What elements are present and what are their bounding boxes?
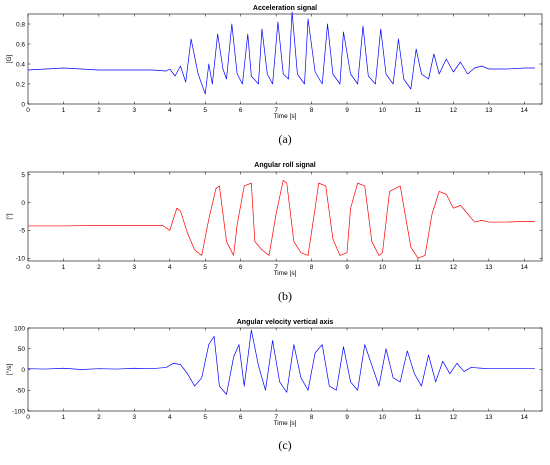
x-tick-label: 4 (168, 264, 172, 271)
x-tick-label: 1 (62, 414, 66, 421)
x-tick-label: 3 (133, 264, 137, 271)
x-tick-label: 7 (274, 264, 278, 271)
plot-area-1 (27, 171, 543, 262)
y-axis-label-0: [G] (6, 54, 13, 63)
y-axis-label-1: [°] (5, 213, 13, 219)
x-tick-label: 8 (310, 414, 314, 421)
x-tick-label: 2 (97, 107, 101, 114)
x-tick-label: 3 (133, 107, 137, 114)
x-tick-label: 11 (415, 414, 422, 421)
x-tick-label: 5 (203, 414, 207, 421)
x-tick-label: 2 (97, 414, 101, 421)
x-tick-label: 10 (379, 107, 387, 114)
x-tick-label: 12 (450, 264, 458, 271)
y-tick-label: 0.4 (16, 61, 25, 68)
y-tick-label: -50 (16, 388, 26, 395)
y-tick-label: 50 (18, 346, 26, 353)
y-tick-label: -100 (12, 408, 25, 415)
x-tick-label: 2 (97, 264, 101, 271)
x-tick-label: 14 (521, 107, 529, 114)
x-tick-label: 12 (450, 107, 458, 114)
plot-area-0 (27, 13, 543, 105)
y-tick-label: 0.6 (16, 41, 25, 48)
x-tick-label: 10 (379, 264, 387, 271)
x-tick-label: 11 (415, 107, 422, 114)
x-tick-label: 13 (485, 264, 493, 271)
chart-title-0: Acceleration signal (253, 5, 317, 12)
x-axis-label-0: Time [s] (274, 113, 297, 120)
series-line-1 (28, 179, 535, 259)
x-tick-label: 0 (26, 107, 30, 114)
x-tick-label: 7 (274, 107, 278, 114)
y-tick-label: -10 (16, 256, 26, 263)
x-tick-label: 0 (26, 264, 30, 271)
y-tick-label: 5 (21, 172, 25, 179)
x-tick-label: 13 (485, 414, 493, 421)
y-tick-label: 0.2 (16, 81, 25, 88)
series-line-0 (27, 11, 535, 95)
x-tick-label: 3 (133, 414, 137, 421)
x-tick-label: 9 (345, 107, 349, 114)
x-tick-label: 11 (415, 264, 422, 271)
x-tick-label: 7 (274, 414, 278, 421)
panel-caption-0: (a) (278, 132, 291, 146)
x-tick-label: 5 (203, 107, 207, 114)
series-line-2 (27, 329, 535, 395)
x-tick-label: 12 (450, 414, 458, 421)
chart-title-2: Angular velocity vertical axis (237, 319, 334, 326)
y-axis-label-2: [°/s] (5, 364, 13, 375)
x-tick-label: 9 (345, 414, 349, 421)
y-tick-label: 0 (21, 101, 25, 108)
x-tick-label: 8 (310, 107, 314, 114)
x-tick-label: 6 (239, 107, 243, 114)
x-axis-label-1: Time [s] (274, 270, 297, 277)
chart-title-1: Angular roll signal (254, 162, 316, 169)
x-tick-label: 1 (62, 107, 66, 114)
x-tick-label: 5 (203, 264, 207, 271)
y-tick-label: 0 (21, 367, 25, 374)
x-tick-label: 9 (345, 264, 349, 271)
x-axis-label-2: Time [s] (274, 420, 297, 427)
y-tick-label: 0 (21, 200, 25, 207)
x-tick-label: 14 (521, 264, 529, 271)
x-tick-label: 0 (26, 414, 30, 421)
panel-caption-2: (c) (278, 438, 291, 452)
y-tick-label: -5 (19, 228, 25, 235)
x-tick-label: 13 (485, 107, 493, 114)
y-tick-label: 0.8 (16, 21, 25, 28)
x-tick-label: 14 (521, 414, 529, 421)
panel-caption-1: (b) (278, 289, 292, 303)
x-tick-label: 4 (168, 414, 172, 421)
x-tick-label: 8 (310, 264, 314, 271)
y-tick-label: 100 (14, 325, 25, 332)
x-tick-label: 4 (168, 107, 172, 114)
x-tick-label: 1 (62, 264, 66, 271)
x-tick-label: 10 (379, 414, 387, 421)
x-tick-label: 6 (239, 414, 243, 421)
x-tick-label: 6 (239, 264, 243, 271)
plot-area-2 (27, 327, 543, 412)
